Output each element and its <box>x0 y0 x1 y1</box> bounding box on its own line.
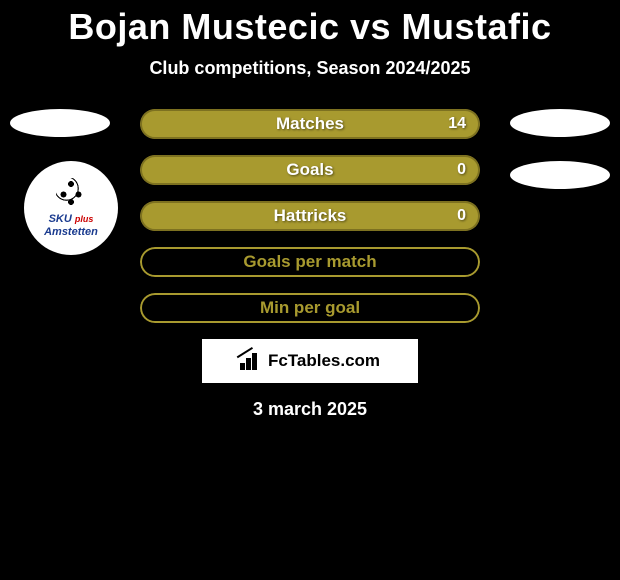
club-logo-content: SKU plus Amstetten <box>44 178 98 237</box>
page-title: Bojan Mustecic vs Mustafic <box>0 0 620 48</box>
soccer-ball-icon <box>56 178 86 208</box>
bar-label: Hattricks <box>140 206 480 226</box>
stat-bar: Matches14 <box>140 109 480 139</box>
chart-icon <box>240 352 262 370</box>
date-text: 3 march 2025 <box>0 399 620 420</box>
stat-bar: Goals0 <box>140 155 480 185</box>
bar-label: Goals <box>140 160 480 180</box>
stat-bar: Goals per match <box>140 247 480 277</box>
bar-value: 0 <box>457 161 466 179</box>
club-logo-left: SKU plus Amstetten <box>24 161 118 255</box>
bar-value: 0 <box>457 207 466 225</box>
brand-box: FcTables.com <box>202 339 418 383</box>
stat-bar: Hattricks0 <box>140 201 480 231</box>
comparison-panel: SKU plus Amstetten Matches14Goals0Hattri… <box>0 109 620 420</box>
avatar-right-bottom <box>510 161 610 189</box>
bar-value: 14 <box>448 115 466 133</box>
avatar-left-top <box>10 109 110 137</box>
stat-bar: Min per goal <box>140 293 480 323</box>
club-name-1: SKU <box>49 213 72 225</box>
bar-label: Min per goal <box>140 298 480 318</box>
avatar-right-top <box>510 109 610 137</box>
club-name-2: Amstetten <box>44 226 98 238</box>
club-name-plus: plus <box>75 214 94 224</box>
stat-bars: Matches14Goals0Hattricks0Goals per match… <box>140 109 480 323</box>
brand-text: FcTables.com <box>268 351 380 371</box>
bar-label: Matches <box>140 114 480 134</box>
subtitle: Club competitions, Season 2024/2025 <box>0 58 620 79</box>
bar-label: Goals per match <box>140 252 480 272</box>
